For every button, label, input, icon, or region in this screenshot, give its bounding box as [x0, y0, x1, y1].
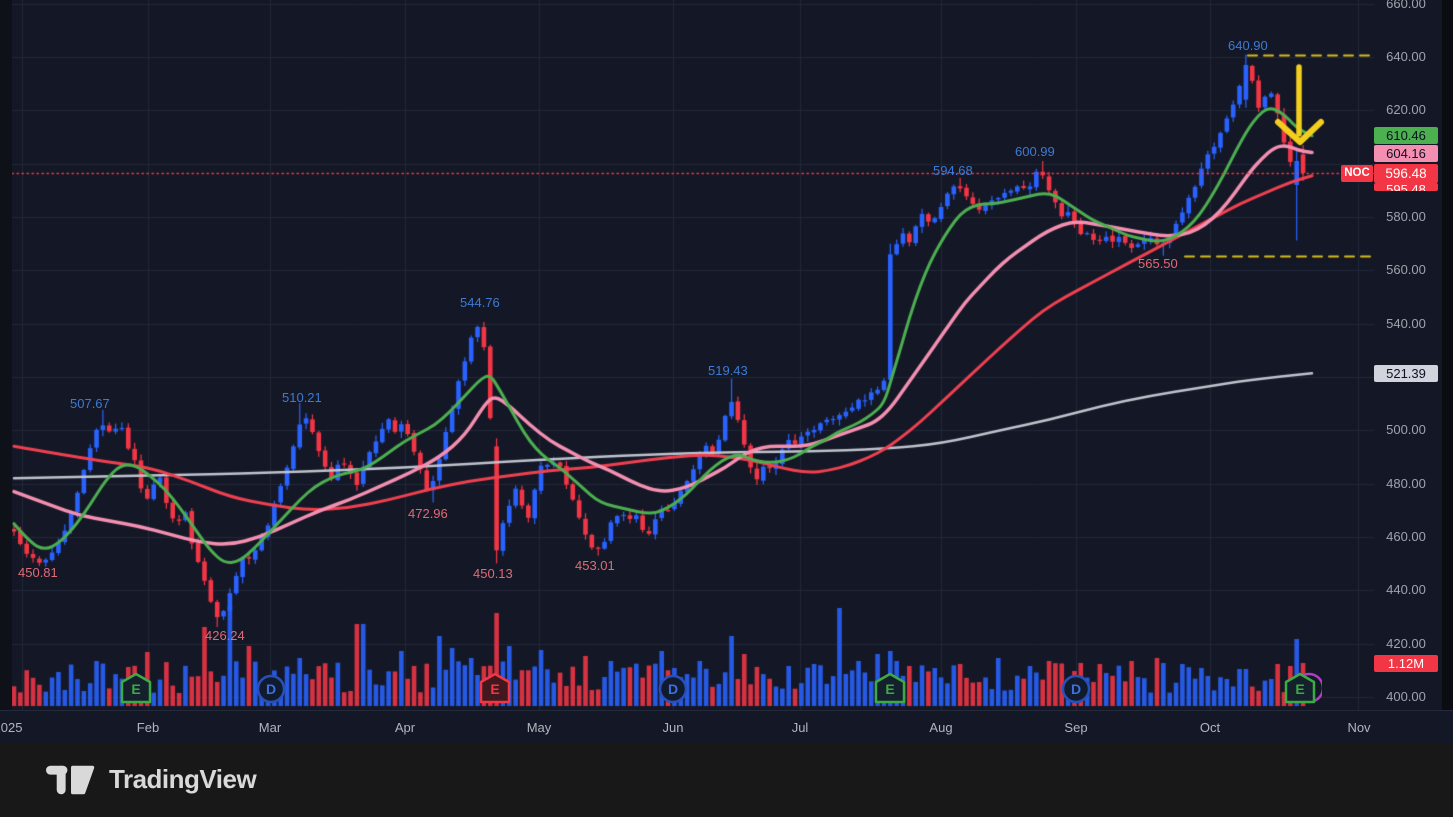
price-axis-label: 420.00 — [1386, 635, 1426, 651]
footer-bar: TradingView — [0, 744, 1453, 817]
scale-right-edge — [1442, 0, 1453, 744]
time-axis-label: Jul — [791, 720, 809, 735]
time-axis-label: Oct — [1199, 720, 1221, 735]
time-axis-label: Aug — [929, 720, 953, 735]
symbol-tag: NOC — [1341, 164, 1373, 182]
time-axis-label: Jun — [662, 720, 684, 735]
price-axis-label: 620.00 — [1386, 102, 1426, 118]
price-axis-label: 480.00 — [1386, 475, 1426, 491]
svg-text:E: E — [490, 681, 499, 697]
svg-text:D: D — [266, 681, 276, 697]
svg-text:D: D — [668, 681, 678, 697]
volume-badge: 1.12M — [1374, 655, 1438, 672]
time-axis-label: Apr — [394, 720, 416, 735]
tradingview-logo-icon — [46, 765, 95, 794]
last-price-badge: 596.48 — [1374, 164, 1438, 183]
time-axis-label: May — [526, 720, 552, 735]
price-axis-label: 640.00 — [1386, 49, 1426, 64]
price-axis-label: 660.00 — [1386, 0, 1426, 11]
price-axis-label: 580.00 — [1386, 209, 1426, 224]
price-axis-label: 460.00 — [1386, 529, 1426, 544]
price-axis-label: 400.00 — [1386, 689, 1426, 704]
price-chart-canvas[interactable] — [0, 0, 1453, 710]
earnings-marker[interactable]: E — [473, 667, 517, 711]
tradingview-logo[interactable]: TradingView — [46, 764, 257, 795]
dividend-marker[interactable]: D — [249, 667, 293, 711]
time-axis-label: Sep — [1064, 720, 1088, 735]
ma-badge-red-partial: 595.48 — [1374, 183, 1438, 191]
svg-text:E: E — [885, 681, 894, 697]
ma-badge-green: 610.46 — [1374, 127, 1438, 144]
svg-text:D: D — [1071, 681, 1081, 697]
time-axis-label: Nov — [1347, 720, 1371, 735]
price-axis-label: 440.00 — [1386, 582, 1426, 598]
svg-text:E: E — [131, 681, 140, 697]
svg-text:E: E — [1295, 681, 1304, 697]
price-axis-label: 540.00 — [1386, 315, 1426, 331]
ma-badge-pink: 604.16 — [1374, 144, 1438, 162]
time-axis-label: 2025 — [0, 720, 23, 735]
time-axis-label: Mar — [258, 720, 282, 735]
price-axis[interactable]: 610.46 604.16 595.48 596.48 NOC 521.39 1… — [1336, 0, 1442, 710]
ma-badge-gray: 521.39 — [1374, 364, 1438, 382]
pane-left-edge — [0, 0, 12, 710]
price-axis-label: 500.00 — [1386, 422, 1426, 438]
earnings-marker[interactable]: E — [114, 667, 158, 711]
dividend-marker[interactable]: D — [651, 667, 695, 711]
earnings-marker[interactable]: E — [868, 667, 912, 711]
tradingview-logo-text: TradingView — [109, 764, 257, 794]
dividend-marker[interactable]: D — [1054, 667, 1098, 711]
price-axis-label: 560.00 — [1386, 262, 1426, 278]
time-axis-label: Feb — [136, 720, 160, 735]
time-axis[interactable]: 2025 Feb Mar Apr May Jun Jul Aug Sep Oct Nov — [0, 710, 1453, 744]
earnings-marker[interactable]: E — [1278, 667, 1325, 711]
